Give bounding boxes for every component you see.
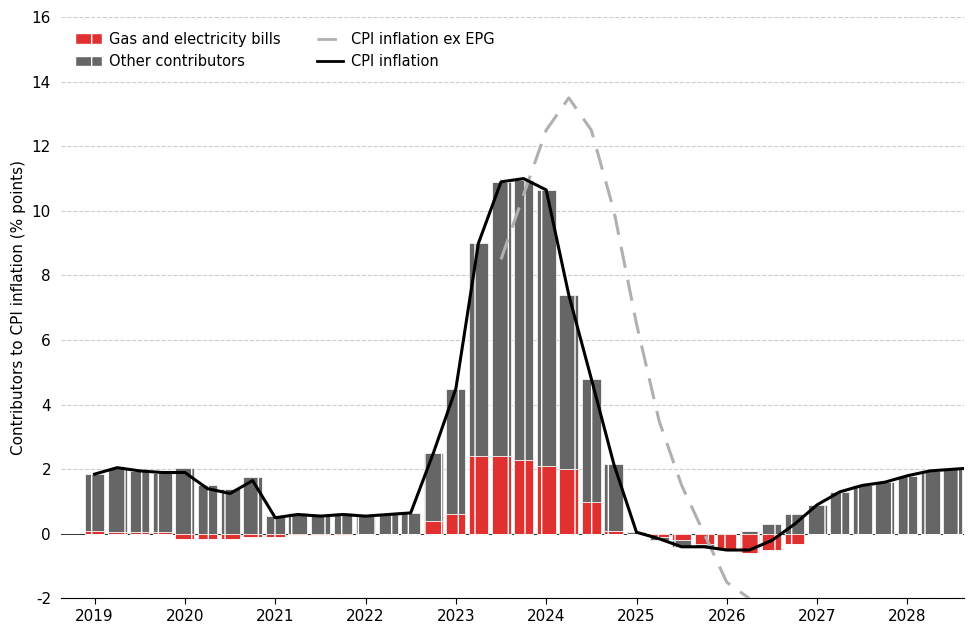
- Bar: [718, 534, 736, 550]
- Bar: [491, 182, 511, 457]
- Bar: [85, 531, 104, 534]
- Bar: [220, 534, 240, 538]
- Bar: [289, 513, 307, 534]
- Bar: [853, 485, 872, 534]
- Bar: [469, 243, 488, 457]
- Bar: [198, 534, 217, 538]
- Bar: [807, 505, 827, 534]
- Bar: [402, 513, 420, 534]
- Bar: [560, 295, 578, 469]
- Bar: [514, 460, 533, 534]
- Bar: [943, 469, 962, 534]
- Bar: [672, 540, 691, 547]
- Bar: [131, 471, 149, 532]
- Bar: [469, 457, 488, 534]
- Bar: [85, 474, 104, 531]
- Bar: [266, 534, 285, 537]
- Bar: [107, 532, 127, 534]
- Legend: Gas and electricity bills, Other contributors, CPI inflation ex EPG, CPI inflati: Gas and electricity bills, Other contrib…: [68, 24, 501, 76]
- Bar: [198, 485, 217, 534]
- Bar: [447, 389, 465, 514]
- Bar: [762, 524, 781, 534]
- Bar: [831, 492, 849, 534]
- Bar: [131, 532, 149, 534]
- Bar: [672, 534, 691, 540]
- Bar: [266, 516, 285, 534]
- Bar: [582, 379, 601, 502]
- Bar: [536, 190, 556, 466]
- Bar: [289, 534, 307, 535]
- Bar: [220, 489, 240, 534]
- Bar: [176, 534, 194, 538]
- Bar: [785, 534, 804, 544]
- Bar: [762, 534, 781, 550]
- Bar: [965, 467, 975, 534]
- Bar: [582, 502, 601, 534]
- Bar: [740, 531, 759, 534]
- Bar: [333, 513, 353, 534]
- Bar: [920, 471, 940, 534]
- Bar: [447, 514, 465, 534]
- Bar: [356, 516, 375, 534]
- Bar: [536, 466, 556, 534]
- Bar: [424, 453, 443, 521]
- Bar: [491, 457, 511, 534]
- Bar: [514, 180, 533, 460]
- Bar: [333, 534, 353, 535]
- Bar: [898, 476, 916, 534]
- Bar: [695, 534, 714, 544]
- Bar: [311, 534, 330, 535]
- Bar: [785, 514, 804, 534]
- Y-axis label: Contributors to CPI inflation (% points): Contributors to CPI inflation (% points): [11, 160, 26, 455]
- Bar: [424, 521, 443, 534]
- Bar: [560, 469, 578, 534]
- Bar: [176, 467, 194, 534]
- Bar: [695, 544, 714, 547]
- Bar: [740, 534, 759, 553]
- Bar: [243, 478, 262, 534]
- Bar: [153, 532, 172, 534]
- Bar: [876, 482, 894, 534]
- Bar: [604, 464, 623, 531]
- Bar: [153, 472, 172, 532]
- Bar: [649, 537, 669, 540]
- Bar: [243, 534, 262, 537]
- Bar: [604, 531, 623, 534]
- Bar: [627, 532, 646, 534]
- Bar: [107, 467, 127, 532]
- Bar: [311, 514, 330, 534]
- Bar: [649, 534, 669, 537]
- Bar: [378, 514, 398, 534]
